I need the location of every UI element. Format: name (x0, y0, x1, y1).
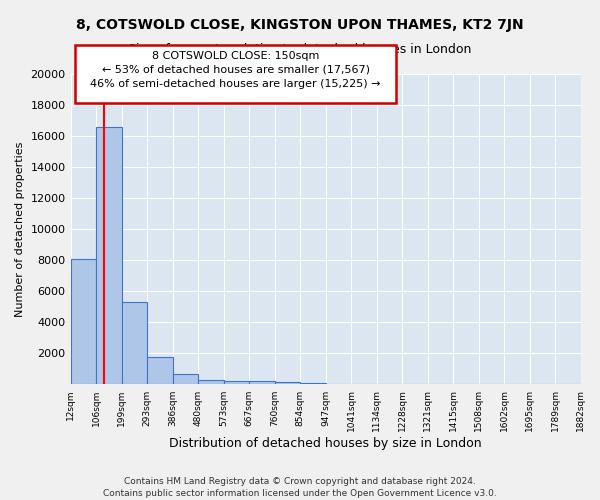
Bar (300, 382, 326, 384)
Text: 8, COTSWOLD CLOSE, KINGSTON UPON THAMES, KT2 7JN: 8, COTSWOLD CLOSE, KINGSTON UPON THAMES,… (76, 18, 524, 32)
Bar (249, 382, 275, 384)
Text: Contains public sector information licensed under the Open Government Licence v3: Contains public sector information licen… (103, 488, 497, 498)
Bar (198, 380, 224, 384)
Bar (122, 302, 147, 384)
X-axis label: Distribution of detached houses by size in London: Distribution of detached houses by size … (169, 437, 482, 450)
Y-axis label: Number of detached properties: Number of detached properties (15, 142, 25, 317)
Bar (275, 382, 300, 384)
Text: Size of property relative to detached houses in London: Size of property relative to detached ho… (128, 42, 472, 56)
Text: ← 53% of detached houses are smaller (17,567): ← 53% of detached houses are smaller (17… (101, 65, 370, 75)
Text: Contains HM Land Registry data © Crown copyright and database right 2024.: Contains HM Land Registry data © Crown c… (124, 477, 476, 486)
Text: 8 COTSWOLD CLOSE: 150sqm: 8 COTSWOLD CLOSE: 150sqm (152, 51, 319, 61)
Bar (96, 127, 122, 384)
Text: 46% of semi-detached houses are larger (15,225) →: 46% of semi-detached houses are larger (… (90, 79, 381, 89)
Bar (173, 374, 198, 384)
Bar (224, 381, 249, 384)
Bar (71, 258, 96, 384)
Bar (147, 358, 173, 384)
